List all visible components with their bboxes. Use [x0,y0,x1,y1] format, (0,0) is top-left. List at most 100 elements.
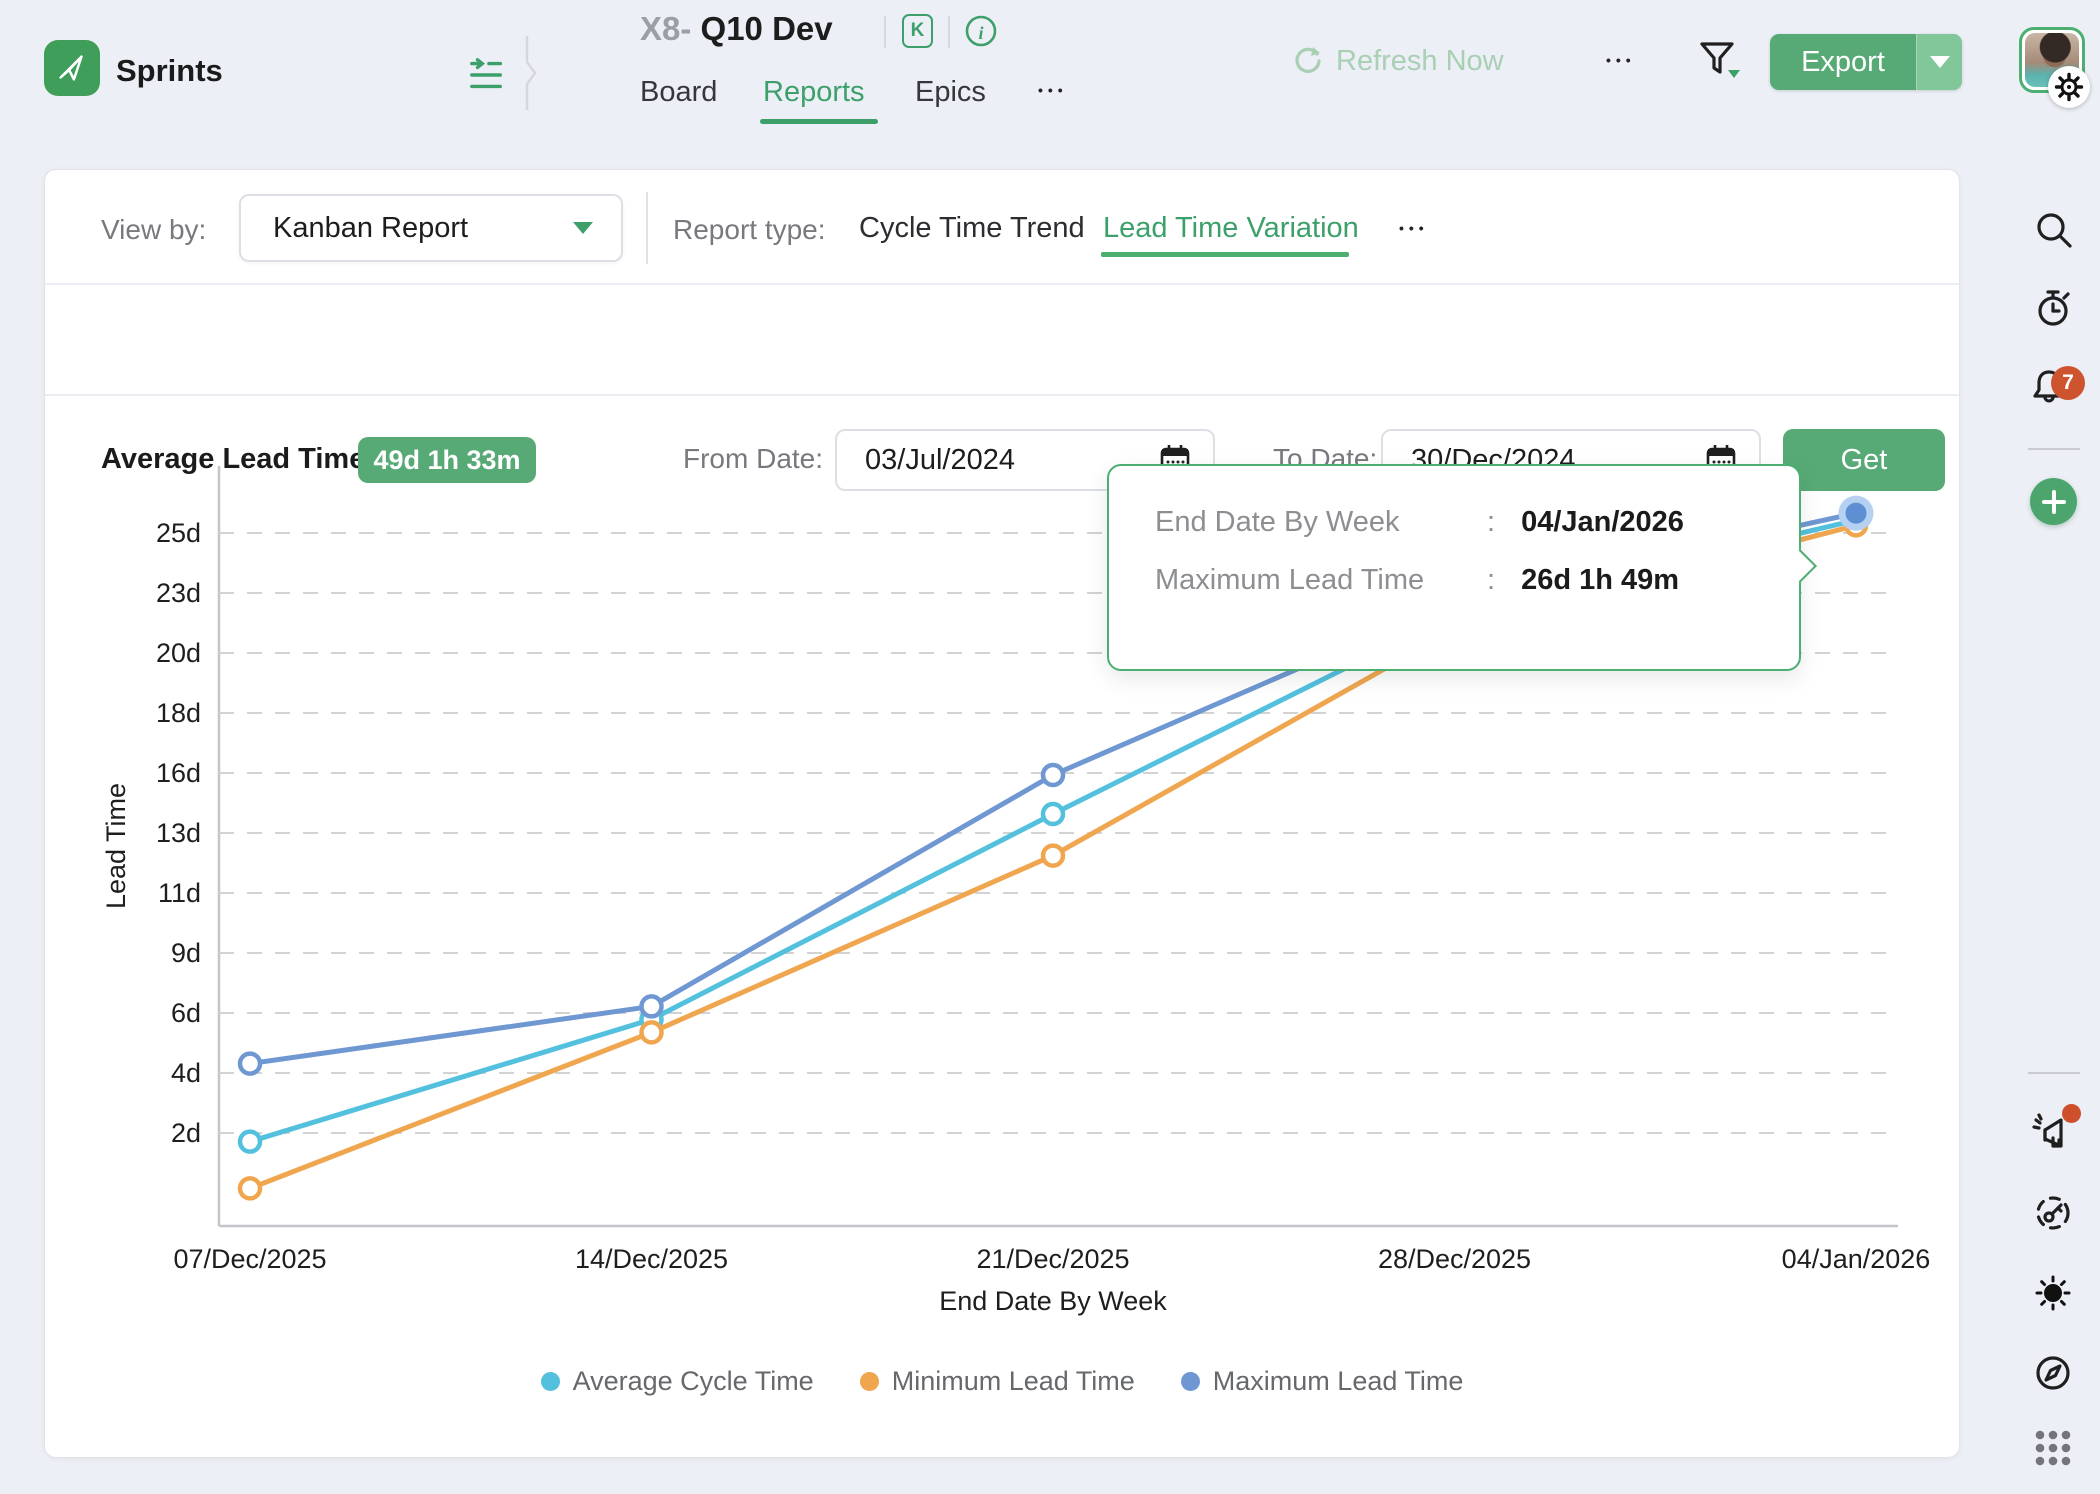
export-dropdown-button[interactable] [1917,34,1962,90]
tabs-more-button[interactable]: ••• [1038,82,1068,98]
highlighted-data-point[interactable] [1845,502,1867,524]
project-name: Q10 Dev [700,10,833,47]
active-report-tab-underline [1101,252,1349,257]
project-prefix: X8- [640,10,692,47]
x-tick-label: 07/Dec/2025 [173,1244,326,1274]
y-tick-label: 13d [156,818,201,848]
data-point[interactable] [639,994,664,1019]
tab-board[interactable]: Board [640,76,718,108]
report-tab-lead-time-variation[interactable]: Lead Time Variation [1103,212,1359,244]
legend-item-average-cycle-time[interactable]: Average Cycle Time [540,1366,814,1397]
report-filter-row: View by: Kanban Report Report type: Cycl… [45,170,1959,285]
y-tick-label: 2d [171,1118,201,1148]
y-tick-label: 6d [171,998,201,1028]
chart-tooltip: End Date By Week : 04/Jan/2026 Maximum L… [1107,464,1817,671]
notifications-count-badge: 7 [2051,366,2085,400]
average-lead-time-label: Average Lead Time: [101,443,375,475]
tab-epics[interactable]: Epics [915,76,986,108]
project-info-icon[interactable]: i [964,14,998,53]
tab-reports[interactable]: Reports [763,76,865,108]
svg-text:i: i [978,23,983,43]
lead-time-variation-chart: 2d 4d 6d 9d 11d 13d 16d 18d 20d 23d 25d 07/Dec/2025… [101,466,1931,1316]
data-point[interactable] [237,1176,263,1201]
y-tick-label: 11d [158,878,201,908]
x-tick-label: 28/Dec/2025 [1378,1244,1531,1274]
announcements-alert-dot [2062,1104,2081,1123]
get-button[interactable]: Get [1783,429,1945,491]
x-axis-title: End Date By Week [939,1286,1167,1316]
title-divider [884,16,886,48]
legend-dot [1180,1372,1200,1391]
access-key-icon[interactable] [2031,1191,2075,1240]
chart-legend: Average Cycle Time Minimum Lead Time Maxim… [45,1366,1959,1397]
chevron-down-icon [1929,56,1950,68]
tooltip-value: 04/Jan/2026 [1521,506,1684,538]
rail-divider [2028,448,2080,450]
y-tick-label: 18d [156,698,201,728]
legend-label: Average Cycle Time [572,1366,814,1396]
paper-plane-icon [59,55,83,81]
refresh-icon [1295,47,1321,73]
y-tick-label: 25d [156,518,201,548]
customize-columns-icon[interactable] [468,56,506,99]
y-tick-label: 20d [156,638,201,668]
x-tick-label: 21/Dec/2025 [976,1244,1129,1274]
gear-icon [2054,72,2084,102]
report-tabs-more-button[interactable]: ••• [1399,220,1429,236]
average-lead-time-badge: 49d 1h 33m [358,437,536,483]
data-point[interactable] [1040,843,1066,868]
search-icon[interactable] [2032,208,2076,257]
collapse-panel-handle[interactable] [524,36,540,115]
tooltip-label: Maximum Lead Time [1155,564,1425,596]
tooltip-colon: : [1487,564,1496,596]
refresh-now-button[interactable]: Refresh Now [1290,44,1504,78]
report-type-label: Report type: [673,214,826,245]
view-by-label: View by: [101,214,207,245]
legend-item-minimum-lead-time[interactable]: Minimum Lead Time [859,1366,1135,1397]
x-tick-label: 04/Jan/2026 [1782,1244,1931,1274]
data-point[interactable] [1040,762,1066,788]
app-name: Sprints [116,53,223,88]
active-tab-underline [760,119,878,124]
y-axis-title: Lead Time [101,783,131,909]
data-point[interactable] [1040,801,1066,827]
y-tick-label: 23d [156,578,201,608]
add-new-button[interactable] [2030,478,2077,525]
timer-icon[interactable] [2032,286,2076,335]
report-tab-cycle-time-trend[interactable]: Cycle Time Trend [859,212,1085,244]
x-tick-label: 14/Dec/2025 [575,1244,728,1274]
theme-sun-icon[interactable] [2031,1271,2075,1320]
tooltip-colon: : [1487,506,1496,538]
legend-item-maximum-lead-time[interactable]: Maximum Lead Time [1180,1366,1464,1397]
export-button[interactable]: Export [1770,34,1917,90]
explore-compass-icon[interactable] [2031,1351,2075,1400]
legend-label: Minimum Lead Time [891,1366,1135,1396]
settings-gear-button[interactable] [2048,66,2090,108]
y-tick-label: 9d [171,938,201,968]
dropdown-caret-icon [573,222,593,234]
rail-divider [2028,1072,2080,1074]
from-date-label: From Date: [683,443,824,474]
report-panel: 2d 4d 6d 9d 11d 13d 16d 18d 20d 23d 25d 07/Dec/2025… [44,169,1960,1458]
y-tick-label: 16d [156,758,201,788]
y-tick-label: 4d [171,1058,201,1088]
view-by-value: Kanban Report [273,211,469,244]
legend-dot [859,1372,879,1391]
data-point[interactable] [639,1020,664,1045]
sprints-logo[interactable] [44,40,100,96]
plus-icon [2041,489,2066,514]
tooltip-value: 26d 1h 49m [1521,564,1680,596]
filter-divider [646,192,648,264]
project-title: X8- Q10 Dev [640,10,833,48]
data-point[interactable] [237,1051,263,1076]
filter-icon[interactable] [1694,38,1744,91]
announcements-megaphone-icon[interactable] [2031,1110,2077,1161]
apps-grid-icon[interactable] [2033,1428,2073,1473]
view-by-dropdown[interactable]: Kanban Report [239,194,623,262]
export-split-button: Export [1770,34,1962,90]
overflow-menu-button[interactable]: ••• [1606,52,1636,68]
tooltip-label: End Date By Week [1155,506,1400,538]
legend-label: Maximum Lead Time [1212,1366,1464,1396]
data-point[interactable] [237,1129,263,1154]
refresh-now-label: Refresh Now [1336,44,1504,77]
